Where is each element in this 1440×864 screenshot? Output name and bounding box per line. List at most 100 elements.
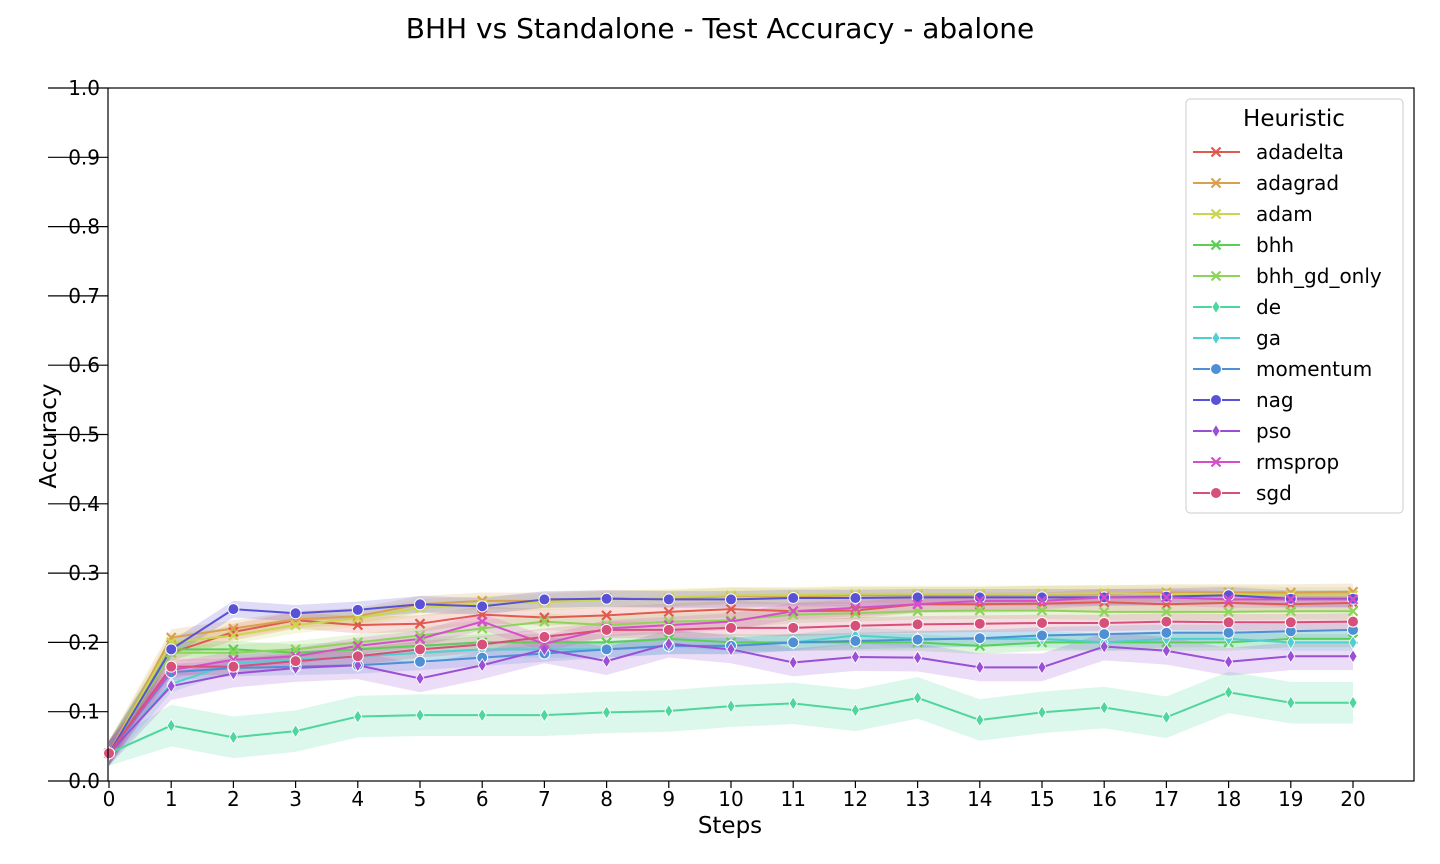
data-point-sgd	[351, 650, 364, 663]
y-tick-label: 0.1	[68, 700, 100, 724]
data-point-adadelta	[601, 610, 612, 621]
data-point-bhh_gd_only	[663, 616, 675, 627]
data-point-pso	[913, 650, 923, 665]
legend-label: rmsprop	[1256, 450, 1339, 474]
data-point-de	[913, 690, 923, 706]
data-point-rmsprop	[1285, 594, 1297, 605]
data-point-adam	[290, 619, 301, 631]
data-point-de	[228, 730, 238, 745]
data-point-bhh_gd_only	[787, 609, 799, 620]
data-point-de	[602, 705, 612, 720]
data-point-de	[1161, 709, 1171, 725]
data-point-nag	[351, 603, 364, 616]
x-tick-label: 7	[538, 787, 551, 811]
data-point-adadelta	[725, 603, 737, 615]
legend-item-ga: ga	[1193, 326, 1281, 350]
data-point-nag	[289, 607, 302, 620]
data-point-bhh_gd_only	[1223, 606, 1234, 618]
y-axis: 0.0 0.1 0.2 0.3 0.4 0.5 0.6 0.7 0.8 0.9 1.0	[48, 76, 108, 793]
data-point-de	[1286, 695, 1296, 710]
data-point-sgd	[1284, 616, 1297, 629]
legend-item-pso: pso	[1193, 419, 1291, 443]
legend: Heuristic adadelta adagrad adam bhh bhh_gd_o…	[1185, 98, 1404, 514]
data-point-ga	[1348, 635, 1358, 650]
x-tick-label: 11	[780, 787, 805, 811]
data-point-nag-legend	[1210, 394, 1222, 406]
x-tick-label: 6	[476, 787, 489, 811]
data-point-rmsprop	[1223, 594, 1234, 605]
x-axis-label: Steps	[698, 813, 762, 839]
data-point-sgd	[662, 623, 675, 636]
data-point-sgd	[414, 643, 426, 656]
data-point-rmsprop	[414, 633, 426, 645]
data-point-adagrad-legend	[1210, 177, 1222, 189]
legend-label: adam	[1256, 202, 1313, 226]
data-point-sgd	[1160, 615, 1173, 628]
data-point-pso	[1037, 660, 1047, 675]
x-tick-label: 19	[1278, 787, 1303, 811]
data-point-momentum	[911, 633, 924, 646]
data-point-sgd	[973, 617, 986, 630]
data-point-sgd	[725, 621, 737, 634]
y-tick-label: 1.0	[68, 76, 100, 100]
data-point-nag	[538, 593, 551, 606]
legend-title: Heuristic	[1243, 106, 1345, 132]
legend-label: bhh	[1256, 233, 1294, 257]
markers-pso	[104, 636, 1358, 761]
x-tick-label: 15	[1029, 787, 1054, 811]
legend-item-rmsprop: rmsprop	[1193, 450, 1339, 474]
data-point-nag	[600, 592, 613, 605]
y-tick-label: 0.8	[68, 215, 100, 239]
x-tick-label: 20	[1340, 787, 1365, 811]
x-tick-label: 8	[600, 787, 613, 811]
data-point-nag	[476, 600, 489, 613]
x-tick-label: 5	[414, 787, 427, 811]
x-tick-label: 0	[103, 787, 116, 811]
data-point-bhh_gd_only	[1285, 605, 1297, 617]
data-point-sgd	[600, 623, 613, 636]
x-tick-label: 18	[1216, 787, 1241, 811]
data-point-adam-legend	[1210, 208, 1222, 220]
data-point-pso	[166, 678, 176, 694]
data-point-pso	[1161, 643, 1171, 658]
data-point-de	[1037, 705, 1047, 720]
data-point-bhh-legend	[1210, 239, 1222, 251]
data-point-sgd	[787, 621, 800, 634]
data-point-adam	[228, 630, 239, 641]
data-point-sgd	[103, 747, 115, 760]
y-tick-label: 0.6	[68, 353, 100, 377]
data-point-sgd	[1222, 616, 1235, 629]
data-point-pso	[477, 658, 487, 673]
data-point-sgd	[227, 660, 240, 673]
data-point-de	[1348, 695, 1358, 710]
data-point-rmsprop	[850, 602, 861, 614]
legend-item-nag: nag	[1193, 388, 1294, 412]
data-point-sgd-legend	[1210, 487, 1222, 499]
data-point-rmsprop	[912, 599, 923, 610]
data-point-de	[850, 703, 860, 718]
data-point-de	[1224, 685, 1234, 700]
data-point-de	[788, 696, 798, 711]
data-point-pso	[788, 655, 798, 670]
y-tick-label: 0.5	[68, 423, 100, 447]
data-point-ga	[1286, 635, 1296, 650]
x-tick-label: 13	[905, 787, 930, 811]
x-tick-label: 9	[662, 787, 675, 811]
data-point-pso	[850, 649, 860, 665]
data-point-momentum	[973, 632, 986, 645]
x-tick-label: 4	[351, 787, 364, 811]
data-point-bhh_gd_only	[1098, 606, 1110, 618]
y-tick-label: 0.9	[68, 145, 100, 169]
data-point-rmsprop-legend	[1210, 456, 1222, 468]
data-point-adadelta	[663, 606, 675, 618]
data-point-momentum	[849, 635, 862, 648]
data-point-bhh_gd_only	[414, 630, 426, 641]
data-point-sgd	[165, 660, 178, 673]
data-point-nag	[973, 591, 986, 604]
data-point-sgd	[849, 619, 862, 632]
y-tick-label: 0.0	[68, 769, 100, 793]
data-point-pso	[1348, 649, 1358, 664]
data-point-bhh_gd_only-legend	[1210, 270, 1222, 282]
data-point-sgd	[538, 630, 551, 643]
